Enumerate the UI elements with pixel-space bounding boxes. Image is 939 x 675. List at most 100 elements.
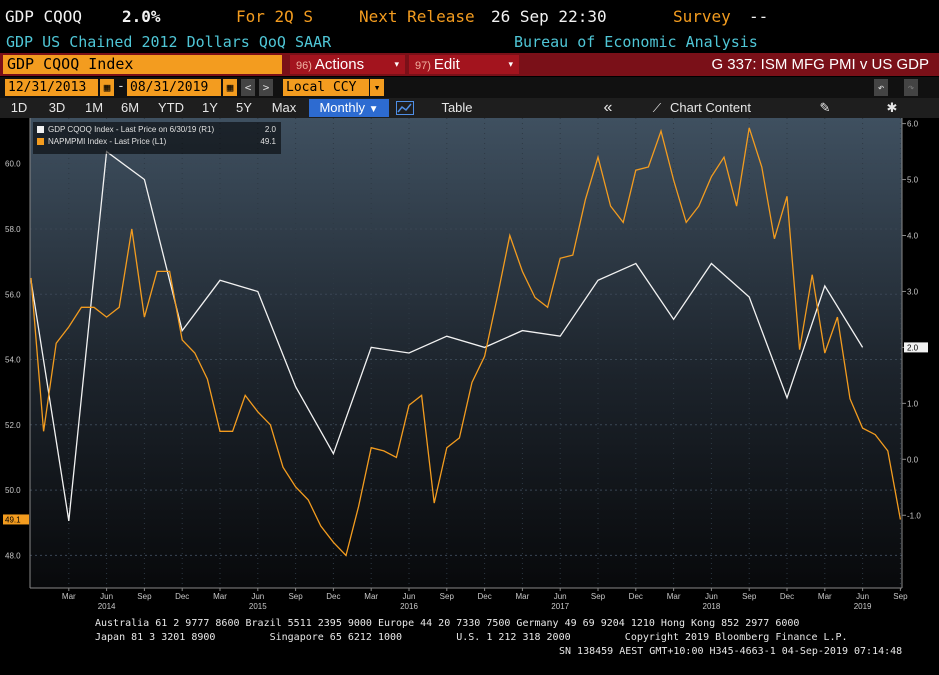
frequency-dropdown-icon: ▼	[368, 104, 379, 115]
start-calendar-icon[interactable]: ▦	[100, 79, 114, 96]
title-bar: GDP CQOQ Index 96) Actions ▾ 97) Edit ▾ G …	[0, 53, 939, 76]
gdp-last-value-label: 2.0	[907, 343, 919, 352]
legend-swatch	[37, 138, 44, 145]
last-value: 2.0%	[122, 7, 161, 26]
period-1y-button[interactable]: 1Y	[202, 100, 218, 115]
chart-area: 48.0 50.0 52.0 54.0 56.0 58.0 60.0 -1.0 0.0 1.0 2.…	[3, 118, 928, 610]
legend-series-value: 49.1	[260, 137, 276, 146]
actions-dropdown-icon: ▾	[394, 59, 399, 69]
left-tick-label: 52.0	[5, 421, 21, 430]
period-3d-button[interactable]: 3D	[48, 100, 66, 115]
chart-legend: GDP CQOQ Index - Last Price on 6/30/19 (…	[33, 122, 281, 154]
ticker-label: GDP CQOQ	[5, 7, 83, 26]
edit-label: Edit	[433, 56, 460, 73]
x-tick-label: Jun	[251, 592, 264, 601]
x-tick-label: Dec	[175, 592, 189, 601]
annotate-icon[interactable]: ✎	[819, 100, 831, 115]
x-tick-label: Jun	[856, 592, 869, 601]
line-chart-icon[interactable]	[393, 99, 417, 117]
next-release-label: Next Release	[359, 7, 475, 26]
legend-swatch	[37, 126, 44, 133]
x-tick-label: Sep	[288, 592, 303, 601]
x-tick-label: Jun	[554, 592, 567, 601]
x-tick-label: Mar	[818, 592, 832, 601]
table-button[interactable]: Table	[441, 100, 473, 115]
right-tick-label: 5.0	[907, 176, 919, 185]
x-tick-label: Mar	[364, 592, 378, 601]
data-source: Bureau of Economic Analysis	[514, 33, 758, 51]
gdp-last-value-tag	[904, 342, 928, 353]
right-tick-label: -1.0	[907, 511, 921, 520]
legend-series-name: NAPMPMI Index - Last Price (L1)	[48, 137, 167, 146]
gear-icon[interactable]: ✱	[886, 100, 898, 115]
period-max-button[interactable]: Max	[271, 100, 297, 115]
footer-contacts-2: Japan 81 3 3201 8900 Singapore 65 6212 1…	[95, 632, 848, 643]
actions-label: Actions	[314, 56, 365, 73]
plot-background	[30, 118, 902, 588]
collapse-icon[interactable]: «	[603, 99, 613, 116]
x-tick-label: Sep	[137, 592, 152, 601]
period-label: For 2Q S	[236, 7, 314, 26]
x-tick-label: Dec	[326, 592, 340, 601]
date-range-bar: 12/31/2013 ▦ - 08/31/2019 ▦ < > Local CC…	[0, 77, 939, 98]
currency-dropdown-icon[interactable]: ▾	[370, 79, 384, 96]
x-tick-label: Jun	[403, 592, 416, 601]
legend-series-value: 2.0	[265, 125, 277, 134]
period-1m-button[interactable]: 1M	[84, 100, 104, 115]
pmi-series-line	[30, 127, 902, 557]
left-tick-label: 58.0	[5, 225, 21, 234]
left-tick-label: 60.0	[5, 160, 21, 169]
actions-menu-button[interactable]: 96) Actions ▾	[290, 55, 405, 74]
x-tick-label: Mar	[516, 592, 530, 601]
footer-session-info: SN 138459 AEST GMT+10:00 H345-4663-1 04-…	[559, 646, 903, 657]
period-nav-bar: 1D 3D 1M 6M YTD 1Y 5Y Max Monthly ▼ Tabl…	[0, 98, 939, 118]
start-date-field[interactable]: 12/31/2013	[5, 79, 98, 96]
period-1d-button[interactable]: 1D	[10, 100, 28, 115]
period-5y-button[interactable]: 5Y	[236, 100, 252, 115]
x-tick-label: Mar	[62, 592, 76, 601]
chart-content-icon: ⟋	[652, 101, 662, 115]
redo-button[interactable]: ↷	[904, 79, 918, 96]
security-input[interactable]: GDP CQOQ Index	[3, 55, 282, 74]
x-tick-label: Sep	[893, 592, 908, 601]
survey-value: --	[749, 7, 769, 26]
pmi-last-value-tag	[3, 514, 29, 525]
x-tick-label: Sep	[440, 592, 455, 601]
x-tick-label: Dec	[477, 592, 491, 601]
right-tick-label: 6.0	[907, 120, 919, 129]
next-release-date: 26 Sep 22:30	[491, 7, 607, 26]
end-date-field[interactable]: 08/31/2019	[127, 79, 221, 96]
end-calendar-icon[interactable]: ▦	[223, 79, 237, 96]
period-6m-button[interactable]: 6M	[120, 100, 140, 115]
actions-shortcut: 96)	[296, 60, 312, 72]
frequency-label: Monthly	[319, 100, 365, 115]
edit-dropdown-icon: ▾	[508, 59, 513, 69]
right-tick-label: 4.0	[907, 232, 919, 241]
x-tick-label: Jun	[100, 592, 113, 601]
edit-menu-button[interactable]: 97) Edit ▾	[409, 55, 519, 74]
x-tick-label: Mar	[667, 592, 681, 601]
x-tick-label: Sep	[591, 592, 606, 601]
x-year-label: 2017	[551, 602, 569, 610]
date-separator: -	[117, 79, 125, 94]
frequency-dropdown[interactable]: Monthly ▼	[309, 99, 389, 117]
x-tick-label: Sep	[742, 592, 757, 601]
x-tick-label: Dec	[780, 592, 794, 601]
prev-period-button[interactable]: <	[241, 79, 255, 96]
period-ytd-button[interactable]: YTD	[158, 100, 184, 115]
undo-button[interactable]: ↶	[874, 79, 888, 96]
right-tick-label: 3.0	[907, 287, 919, 296]
left-tick-label: 56.0	[5, 290, 21, 299]
x-year-label: 2015	[249, 602, 267, 610]
security-header: GDP CQOQ 2.0% For 2Q S Next Release 26 S…	[0, 0, 939, 34]
next-period-button[interactable]: >	[259, 79, 273, 96]
right-tick-label: 1.0	[907, 399, 919, 408]
x-year-label: 2014	[98, 602, 116, 610]
x-tick-label: Mar	[213, 592, 227, 601]
left-tick-label: 50.0	[5, 486, 21, 495]
chart-content-button[interactable]: Chart Content	[670, 100, 751, 115]
x-year-label: 2019	[854, 602, 872, 610]
currency-select[interactable]: Local CCY	[283, 79, 369, 96]
legend-series-name: GDP CQOQ Index - Last Price on 6/30/19 (…	[48, 125, 214, 134]
survey-label: Survey	[673, 7, 731, 26]
